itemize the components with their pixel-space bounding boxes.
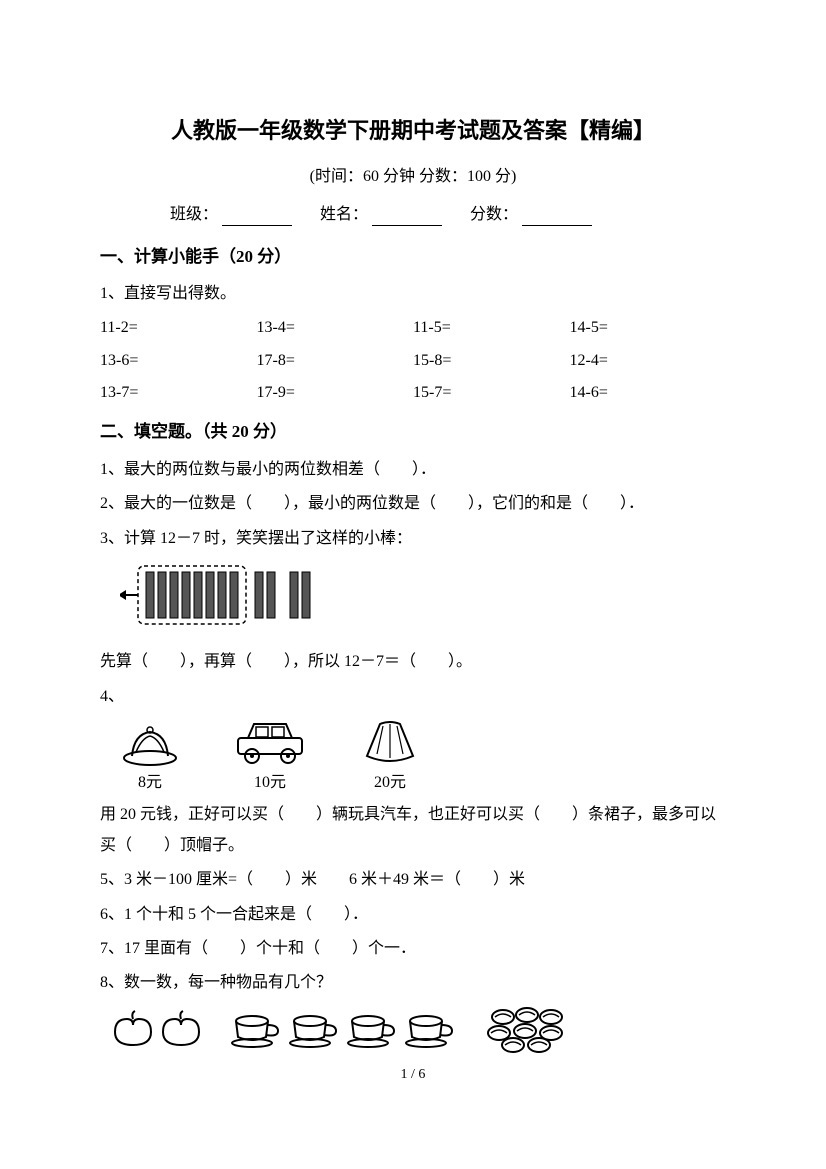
calc-item: 14-5= [570,313,727,343]
score-label: 分数： [470,206,518,223]
skirt-icon [355,718,425,766]
calc-item: 13-4= [257,313,414,343]
sticks-figure [120,560,726,641]
s2-q3b: 先算（ ），再算（ ），所以 12－7＝（ ）。 [100,647,726,677]
count-figure [100,1005,726,1055]
s2-q7: 7、17 里面有（ ）个十和（ ）个一． [100,934,726,964]
cups-icon [230,1007,460,1052]
shop-figure: 8元 10元 20元 [110,718,726,798]
page-number: 1 / 6 [100,1062,726,1089]
score-blank [522,206,592,226]
page-title: 人教版一年级数学下册期中考试题及答案【精编】 [100,110,726,152]
calc-item: 17-9= [257,378,414,408]
s2-q1: 1、最大的两位数与最小的两位数相差（ ）． [100,455,726,485]
sticks-icon [120,560,350,630]
calc-row: 11-2= 13-4= 11-5= 14-5= [100,313,726,343]
name-label: 姓名： [320,206,368,223]
calc-item: 11-5= [413,313,570,343]
apples-icon [105,1007,205,1052]
car-price: 10元 [230,768,310,798]
hat-price: 8元 [110,768,190,798]
calc-item: 15-8= [413,346,570,376]
section2-header: 二、填空题。（共 20 分） [100,416,726,448]
s2-q3a: 3、计算 12－7 时，笑笑摆出了这样的小棒： [100,524,726,554]
subtitle: (时间：60 分钟 分数：100 分) [100,162,726,192]
calc-item: 14-6= [570,378,727,408]
shop-car: 10元 [230,718,310,798]
class-blank [222,206,292,226]
section1-header: 一、计算小能手（20 分） [100,241,726,273]
hat-icon [120,724,180,766]
calc-item: 12-4= [570,346,727,376]
s2-q5: 5、3 米－100 厘米=（ ）米 6 米＋49 米＝（ ）米 [100,865,726,895]
shop-hat: 8元 [110,724,190,798]
calc-item: 15-7= [413,378,570,408]
calc-row: 13-7= 17-9= 15-7= 14-6= [100,378,726,408]
class-label: 班级： [170,206,218,223]
calc-item: 13-7= [100,378,257,408]
skirt-price: 20元 [350,768,430,798]
s2-q2: 2、最大的一位数是（ ），最小的两位数是（ ），它们的和是（ ）． [100,489,726,519]
beans-icon [485,1005,585,1055]
shop-skirt: 20元 [350,718,430,798]
calc-row: 13-6= 17-8= 15-8= 12-4= [100,346,726,376]
s2-q4: 用 20 元钱，正好可以买（ ）辆玩具汽车，也正好可以买（ ）条裙子，最多可以买… [100,800,726,861]
q1-intro: 1、直接写出得数。 [100,279,726,309]
s2-q6: 6、1 个十和 5 个一合起来是（ ）． [100,900,726,930]
s2-q8: 8、数一数，每一种物品有几个？ [100,968,726,998]
name-blank [372,206,442,226]
calc-item: 11-2= [100,313,257,343]
calc-item: 13-6= [100,346,257,376]
s2-q4-intro: 4、 [100,682,726,712]
calc-item: 17-8= [257,346,414,376]
car-icon [230,718,310,766]
info-row: 班级： 姓名： 分数： [100,200,726,230]
